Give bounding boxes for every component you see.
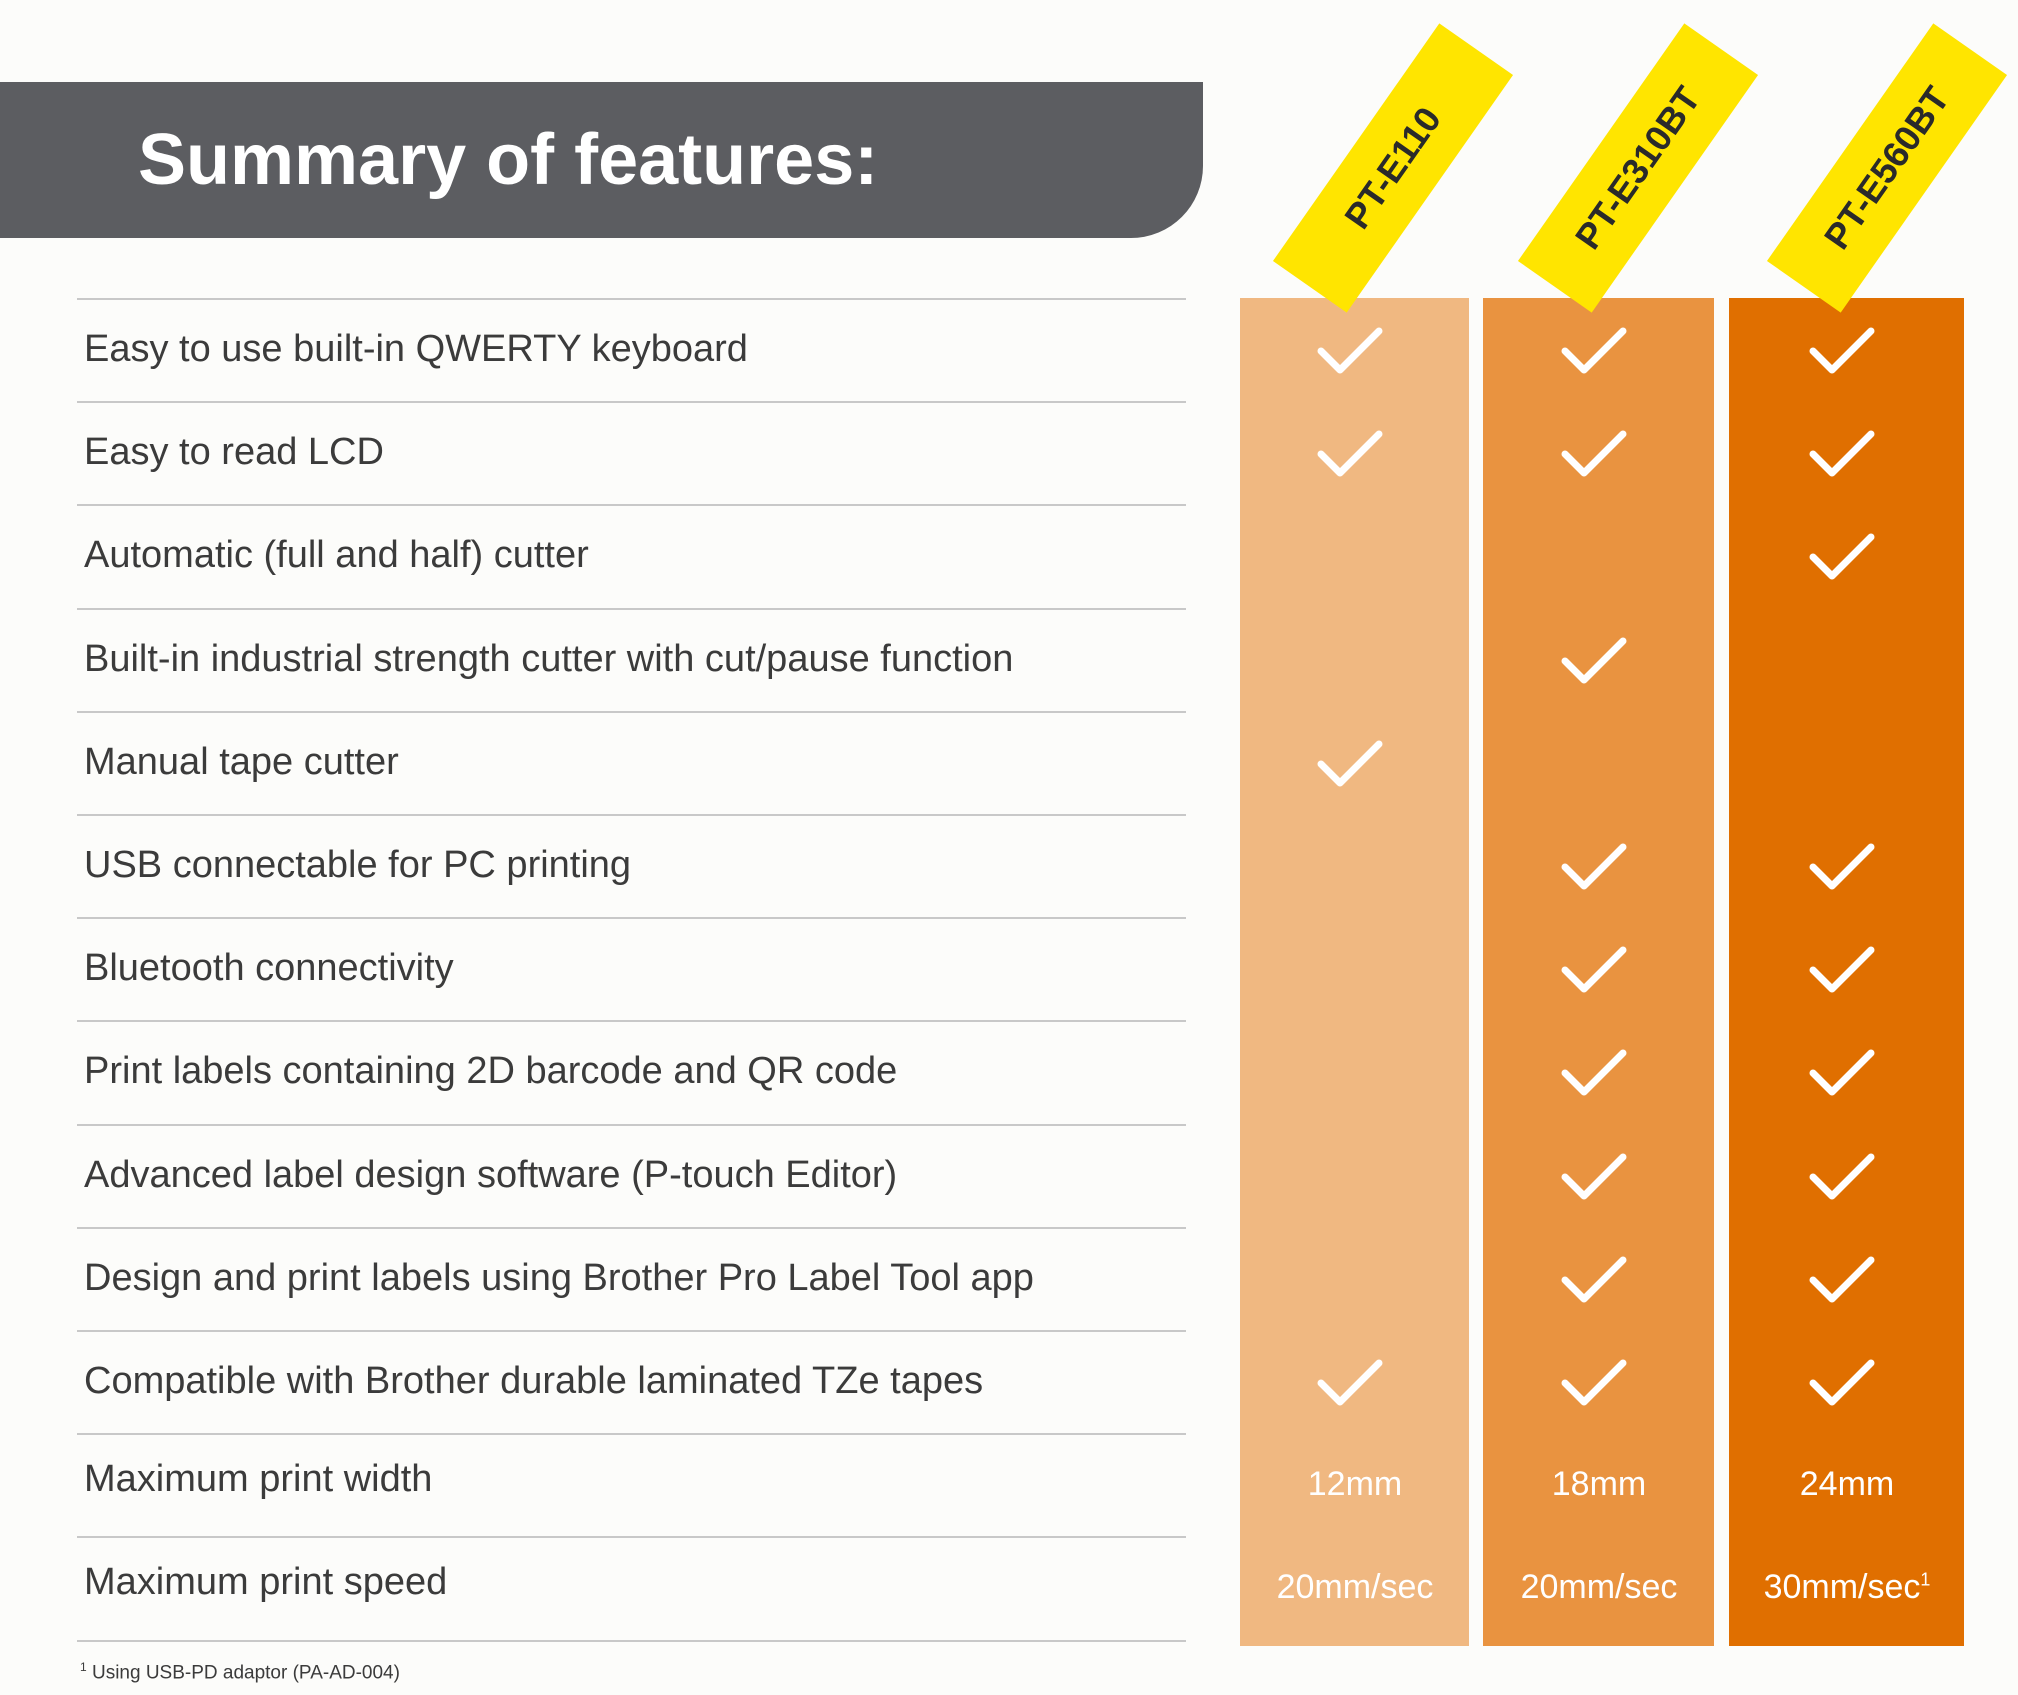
spec-value-text: 20mm/sec bbox=[1520, 1568, 1678, 1606]
model-tag: PT-E110 bbox=[1272, 23, 1514, 313]
row-divider bbox=[77, 1536, 1186, 1538]
check-icon bbox=[1807, 1356, 1877, 1410]
feature-label: Easy to use built-in QWERTY keyboard bbox=[84, 328, 748, 370]
footnote: 1 Using USB-PD adaptor (PA-AD-004) bbox=[80, 1660, 400, 1684]
check-icon bbox=[1559, 634, 1629, 688]
spec-value: 20mm/sec bbox=[1240, 1568, 1470, 1607]
row-divider bbox=[77, 298, 1186, 300]
feature-label: USB connectable for PC printing bbox=[84, 844, 632, 886]
feature-label: Advanced label design software (P-touch … bbox=[84, 1154, 898, 1196]
spec-value: 18mm bbox=[1484, 1465, 1714, 1504]
check-icon bbox=[1315, 324, 1385, 378]
model-tag: PT-E560BT bbox=[1766, 23, 2008, 313]
model-name: PT-E310BT bbox=[1566, 78, 1709, 257]
row-divider bbox=[77, 608, 1186, 610]
spec-value-text: 18mm bbox=[1551, 1465, 1647, 1503]
row-divider bbox=[77, 401, 1186, 403]
spec-value-text: 12mm bbox=[1307, 1465, 1403, 1503]
spec-value: 30mm/sec1 bbox=[1732, 1568, 1962, 1607]
row-divider bbox=[77, 711, 1186, 713]
model-tag: PT-E310BT bbox=[1517, 23, 1759, 313]
check-icon bbox=[1807, 1253, 1877, 1307]
check-icon bbox=[1315, 737, 1385, 791]
check-icon bbox=[1315, 1356, 1385, 1410]
check-icon bbox=[1807, 427, 1877, 481]
check-icon bbox=[1559, 1253, 1629, 1307]
footnote-mark: 1 bbox=[80, 1660, 87, 1674]
row-divider bbox=[77, 1330, 1186, 1332]
spec-value: 24mm bbox=[1732, 1465, 1962, 1504]
row-divider bbox=[77, 1124, 1186, 1126]
row-divider bbox=[77, 1227, 1186, 1229]
footnote-text: Using USB-PD adaptor (PA-AD-004) bbox=[91, 1662, 400, 1684]
feature-label: Built-in industrial strength cutter with… bbox=[84, 638, 1014, 680]
feature-label: Print labels containing 2D barcode and Q… bbox=[84, 1050, 898, 1092]
check-icon bbox=[1807, 840, 1877, 894]
feature-label: Automatic (full and half) cutter bbox=[84, 534, 589, 576]
check-icon bbox=[1559, 943, 1629, 997]
row-divider bbox=[77, 1020, 1186, 1022]
check-icon bbox=[1807, 1150, 1877, 1204]
model-name: PT-E110 bbox=[1336, 99, 1449, 237]
row-divider bbox=[77, 1640, 1186, 1642]
row-divider bbox=[77, 504, 1186, 506]
spec-value-text: 24mm bbox=[1799, 1465, 1895, 1503]
feature-label: Easy to read LCD bbox=[84, 431, 384, 473]
check-icon bbox=[1559, 1150, 1629, 1204]
spec-value-text: 20mm/sec bbox=[1276, 1568, 1434, 1606]
spec-label: Maximum print speed bbox=[84, 1561, 448, 1603]
spec-value-text: 30mm/sec bbox=[1763, 1568, 1921, 1606]
feature-label: Manual tape cutter bbox=[84, 741, 399, 783]
footnote-marker: 1 bbox=[1920, 1569, 1931, 1590]
check-icon bbox=[1807, 1046, 1877, 1100]
spec-value: 20mm/sec bbox=[1484, 1568, 1714, 1607]
feature-label: Compatible with Brother durable laminate… bbox=[84, 1360, 984, 1402]
feature-label: Design and print labels using Brother Pr… bbox=[84, 1257, 1034, 1299]
row-divider bbox=[77, 1433, 1186, 1435]
model-name: PT-E560BT bbox=[1815, 78, 1958, 257]
row-divider bbox=[77, 814, 1186, 816]
spec-label: Maximum print width bbox=[84, 1458, 433, 1500]
check-icon bbox=[1807, 530, 1877, 584]
feature-label: Bluetooth connectivity bbox=[84, 947, 454, 989]
spec-value: 12mm bbox=[1240, 1465, 1470, 1504]
check-icon bbox=[1807, 324, 1877, 378]
check-icon bbox=[1559, 324, 1629, 378]
check-icon bbox=[1559, 427, 1629, 481]
check-icon bbox=[1315, 427, 1385, 481]
check-icon bbox=[1807, 943, 1877, 997]
page-title: Summary of features: bbox=[138, 120, 879, 200]
header-bar bbox=[0, 82, 1203, 238]
row-divider bbox=[77, 917, 1186, 919]
model-column-1 bbox=[1240, 298, 1469, 1646]
check-icon bbox=[1559, 1356, 1629, 1410]
check-icon bbox=[1559, 1046, 1629, 1100]
check-icon bbox=[1559, 840, 1629, 894]
